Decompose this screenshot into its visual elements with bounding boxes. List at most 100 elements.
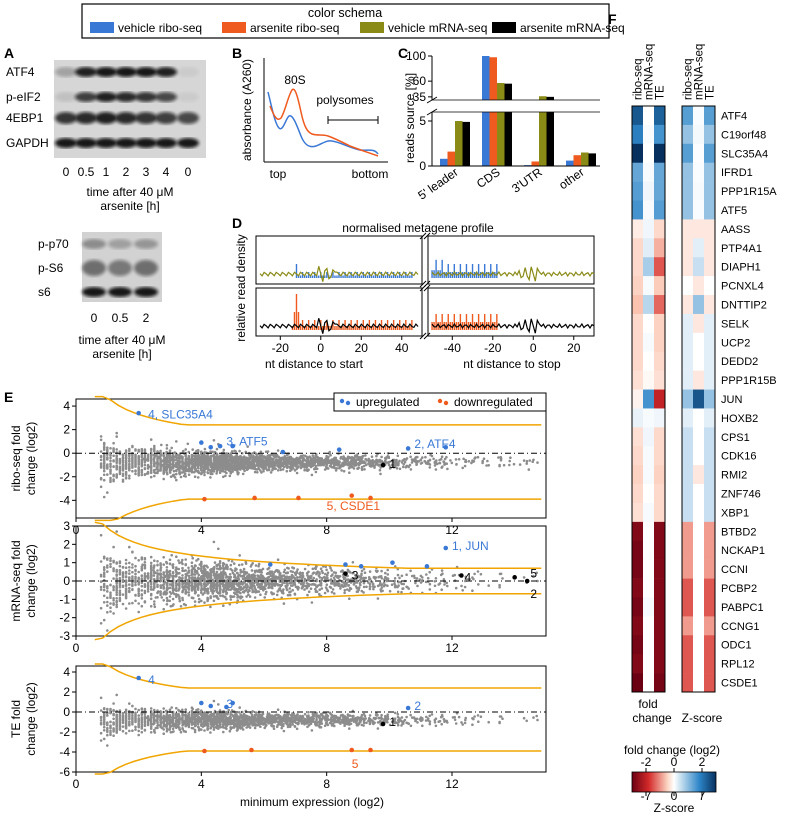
metagene-bar-vehicle-stop (469, 272, 472, 278)
ma-annotation-0-4: 5, CSDE1 (327, 499, 381, 513)
metagene-bar-arsenite-start (322, 326, 324, 330)
ma-plot-1: 3 2 1 0 -1 -2 -3 mRNA-seq fold change (log2) 0 4 8 1… (9, 519, 547, 655)
metagene-bar-arsenite-stop (477, 314, 480, 330)
ma-ylabel-a-1: mRNA-seq fold (9, 540, 23, 621)
heatmap-z-cell-NCKAP1-TE (704, 540, 716, 560)
heatmap-fc-cell-C19orf48-mRNA-seq (643, 124, 655, 145)
ma-legend-down-dot-2 (443, 400, 449, 406)
ma-xticklabel-2-1: 4 (198, 777, 205, 791)
metagene-bar-vehicle-start (378, 275, 381, 278)
heatmap-fc-cell-ZNF746-mRNA-seq (643, 484, 655, 504)
heatmap-z-cell-CSDE1-mRNA-seq (693, 673, 705, 693)
blot-top-row-1: p-eIF2 (6, 90, 41, 104)
panel-f-letter: F (608, 11, 617, 27)
heatmap-fc-cell-DIAPH1-ribo-seq (632, 257, 644, 277)
heatmap-z-cell-HOXB2-TE (704, 408, 716, 428)
ma-highlight-point (380, 721, 386, 727)
c-ticklabel-bottom-0: 5 (419, 114, 426, 128)
blot-band (75, 138, 97, 148)
panel-c-ylabel: reads source [%] (403, 73, 417, 163)
metagene-bar-arsenite-start (390, 326, 393, 330)
heatmap-gene-label-28: ODC1 (721, 640, 752, 652)
heatmap-gene-label-27: CCNG1 (721, 621, 760, 633)
metagene-bar-arsenite-start (362, 320, 364, 330)
metagene-bar-arsenite-start (384, 326, 387, 330)
heatmap-fc-cell-CDK16-mRNA-seq (643, 446, 655, 466)
heatmap-fc-cell-CPS1-ribo-seq (632, 427, 644, 447)
metagene-bar-vehicle-stop (492, 272, 494, 278)
blot-band (82, 260, 106, 276)
western-blot-top (54, 60, 206, 158)
heatmap-fc-cell-ODC1-ribo-seq (632, 635, 644, 655)
heatmap-z-cell-DIAPH1-ribo-seq (682, 257, 694, 277)
heatmap-fc-cell-JUN-ribo-seq (632, 389, 644, 409)
metagene-break-b-2 (423, 284, 431, 292)
metagene-bar-vehicle-stop (439, 270, 441, 278)
ma-highlight-point (208, 445, 214, 450)
metagene-bar-arsenite-stop (465, 314, 468, 330)
heatmap-fc-cell-RPL12-ribo-seq (632, 654, 644, 674)
ma-xticklabel-2-2: 8 (323, 777, 330, 791)
metagene-bar-vehicle-stop (463, 272, 466, 278)
metagene-bar-vehicle-start (295, 264, 298, 278)
metagene-bar-arsenite-stop (453, 314, 456, 330)
ma-legend-up-dot-2 (345, 400, 351, 406)
heatmap-gene-label-14: PPP1R15B (721, 375, 777, 387)
ma-highlight-point (443, 445, 449, 450)
heatmap-z-cell-C19orf48-mRNA-seq (693, 124, 705, 145)
heatmap-fc-cell-CCNG1-TE (654, 616, 666, 636)
heatmap-fc-cell-PPP1R15A-ribo-seq (632, 181, 644, 201)
heatmap-gene-label-6: AASS (721, 224, 750, 236)
metagene-bar-vehicle-start (303, 275, 306, 278)
ma-annotation-2-4: 5 (352, 757, 359, 771)
heatmap-gene-label-1: C19orf48 (721, 129, 766, 141)
legend-swatch-2 (360, 22, 384, 33)
metagene-bar-vehicle-stop (435, 259, 437, 278)
bar-arsenite-ribo-seq-1 (489, 112, 497, 166)
heatmap-fc-cell-PABPC1-mRNA-seq (643, 597, 655, 617)
metagene-ticklabel-right-1: -20 (484, 341, 502, 355)
metagene-bar-arsenite-stop (439, 322, 441, 330)
cb-top-ticklabel-0: -2 (641, 755, 652, 769)
metagene-bar-arsenite-start (297, 312, 300, 330)
blot-band (82, 287, 106, 297)
heatmap-fc-cell-PPP1R15B-mRNA-seq (643, 370, 655, 390)
heatmap-z-cell-CCNI-TE (704, 559, 716, 579)
heatmap-fc-cell-PTP4A1-ribo-seq (632, 238, 644, 258)
legend-items: vehicle ribo-seq arsenite ribo-seq vehicle… (90, 21, 625, 35)
heatmap-z-cell-CCNG1-mRNA-seq (693, 616, 705, 636)
metagene-bar-vehicle-start (297, 275, 300, 278)
heatmap-z-cell-AASS-mRNA-seq (693, 219, 705, 239)
bar-vehicle-mRNA-seq-3 (581, 152, 589, 166)
colorbar-ticks: -2 0 2 -7 0 7 (641, 755, 706, 803)
metagene-mrna-line-right-arsenite (431, 318, 595, 334)
metagene-bar-vehicle-start (394, 275, 397, 278)
heatmap-z-cell-CDK16-TE (704, 446, 716, 466)
ma-legend-down: downregulated (454, 395, 533, 409)
heatmap-gene-label-20: ZNF746 (721, 489, 761, 501)
heatmap-z-cell-SELK-mRNA-seq (693, 313, 705, 334)
heatmap-fc-cell-IFRD1-mRNA-seq (643, 162, 655, 182)
ma-annotation-2-1: 3 (226, 697, 233, 711)
metagene-bar-vehicle-start (344, 272, 346, 278)
heatmap-fc-cell-PCBP2-mRNA-seq (643, 578, 655, 598)
metagene-bar-vehicle-stop (441, 259, 443, 278)
blot-band (135, 138, 157, 148)
ma-xticklabel-2-3: 12 (445, 777, 459, 791)
heatmap-gene-label-0: ATF4 (721, 110, 747, 122)
metagene-bar-arsenite-stop (431, 322, 433, 330)
heatmap-fc-cell-CCNG1-mRNA-seq (643, 616, 655, 636)
heatmap-fc-cell-DNTTIP2-ribo-seq (632, 295, 644, 315)
blot-band (135, 67, 157, 77)
heatmap-fc-cell-RMI2-mRNA-seq (643, 465, 655, 485)
metagene-bar-vehicle-stop (465, 264, 468, 278)
ma-xticklabel-0-3: 12 (445, 523, 459, 537)
heatmap-fc-cell-DEDD2-TE (654, 351, 666, 371)
heatmap-fc-cell-PPP1R15A-TE (654, 181, 666, 201)
heatmap-z-cell-C19orf48-ribo-seq (682, 124, 694, 145)
ma-yticklabel-0-4: -4 (59, 493, 70, 507)
metagene-bar-arsenite-stop (437, 322, 439, 330)
polysomes-label: polysomes (316, 93, 373, 107)
panel-d: D normalised metagene profile relative r… (232, 215, 595, 371)
